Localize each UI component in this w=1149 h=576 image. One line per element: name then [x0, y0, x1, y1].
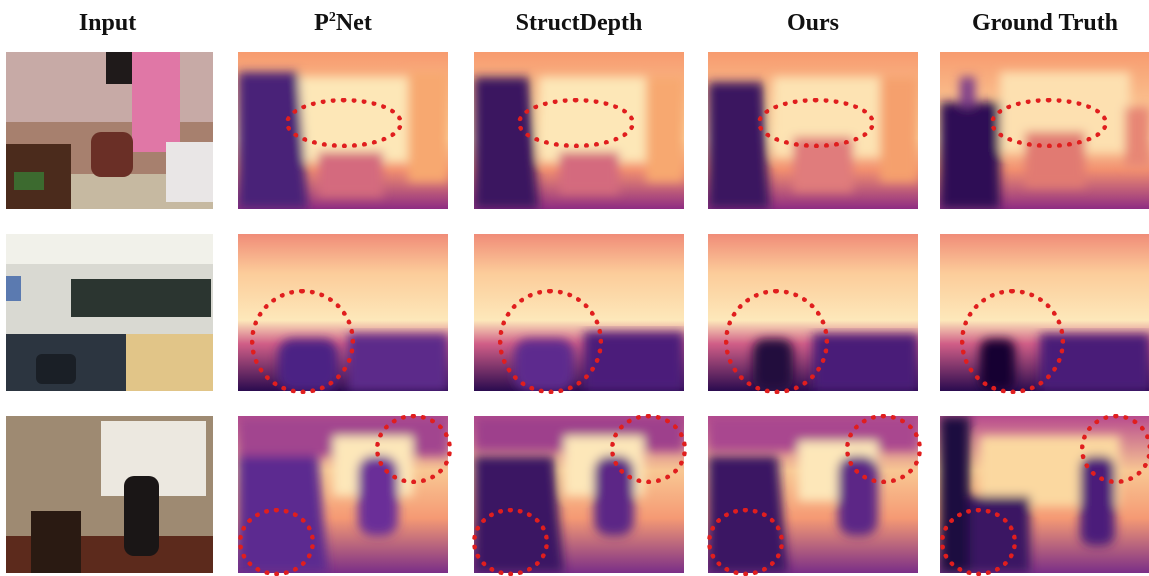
column-header-input: Input [78, 10, 137, 36]
highlight-circle [707, 508, 784, 576]
column-header-p2net: P2Net [314, 10, 372, 36]
highlight-circle [498, 289, 603, 394]
highlight-circle [610, 414, 687, 484]
highlight-circle [990, 98, 1108, 148]
highlight-circle [238, 508, 315, 576]
input-image-bedroom [6, 52, 213, 209]
highlight-circle [472, 508, 549, 576]
input-image-office [6, 416, 213, 573]
highlight-circle [285, 98, 403, 148]
highlight-circle [724, 289, 829, 394]
column-header-ground-truth: Ground Truth [971, 10, 1119, 36]
column-header-structdepth: StructDepth [515, 10, 643, 36]
column-header-ours: Ours [786, 10, 839, 36]
highlight-circle [960, 289, 1065, 394]
input-image-classroom [6, 234, 213, 391]
highlight-circle [517, 98, 635, 148]
highlight-circle [757, 98, 875, 148]
highlight-circle [375, 414, 452, 484]
highlight-circle [845, 414, 922, 484]
highlight-circle [250, 289, 355, 394]
highlight-circle [1080, 414, 1149, 484]
highlight-circle [940, 508, 1017, 576]
